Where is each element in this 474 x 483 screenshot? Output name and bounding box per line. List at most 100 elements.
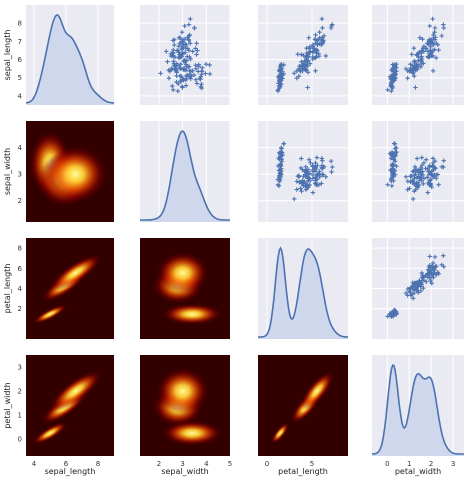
scatter-point-111 [305, 184, 310, 190]
scatter-point-129 [320, 158, 325, 163]
scatter-point-85 [408, 285, 413, 290]
scatter-point-147 [441, 253, 446, 258]
scatter-point-129 [441, 264, 446, 269]
scatter-point-123 [195, 48, 200, 53]
scatter-point-114 [313, 68, 318, 73]
panel-sepal_length-vs-petal_width [372, 5, 464, 105]
scatter-point-14 [389, 183, 395, 189]
scatter-point-75 [408, 61, 413, 67]
scatter-point-90 [414, 175, 419, 180]
scatter-point-46 [389, 88, 394, 94]
scatter-point-27 [196, 64, 201, 69]
scatter-point-93 [300, 167, 305, 172]
scatter-point-149 [312, 164, 318, 170]
scatter-point-43 [278, 167, 283, 173]
scatter-point-147 [330, 22, 335, 27]
kde-fill-petal_length [258, 248, 348, 339]
scatter-point-31 [207, 71, 213, 77]
scatter-point-92 [303, 65, 308, 71]
scatter-point-80 [411, 45, 417, 51]
scatter-point-49 [280, 152, 285, 158]
scatter-point-36 [388, 76, 393, 82]
scatter-point-45 [193, 63, 198, 68]
scatter-point-71 [407, 69, 412, 74]
y-tick-label: 1 [18, 412, 22, 420]
scatter-point-81 [416, 180, 421, 185]
scatter-point-136 [315, 172, 320, 177]
scatter-point-143 [307, 44, 313, 49]
scatter-point-2 [171, 87, 176, 92]
scatter-point-140 [428, 177, 433, 182]
scatter-point-138 [319, 181, 324, 186]
x-tick-label: 5 [310, 460, 314, 468]
scatter-point-42 [277, 173, 282, 178]
scatter-point-87 [295, 52, 301, 57]
scatter-point-113 [425, 49, 430, 54]
scatter-point-71 [298, 186, 303, 191]
panel-petal_length-vs-petal_width [372, 238, 464, 339]
scatter-point-114 [430, 68, 436, 73]
scatter-point-97 [292, 71, 297, 76]
scatter-point-54 [419, 178, 424, 183]
scatter-point-95 [418, 280, 424, 285]
scatter-point-132 [421, 176, 427, 181]
x-tick-label: 0 [265, 460, 269, 468]
scatter-point-93 [413, 167, 419, 172]
scatter-point-111 [429, 281, 434, 286]
scatter-point-73 [178, 66, 183, 72]
scatter-point-44 [393, 172, 398, 177]
scatter-point-89 [417, 35, 423, 40]
scatter-point-137 [425, 41, 430, 46]
scatter-point-98 [301, 183, 306, 188]
scatter-point-53 [405, 286, 410, 292]
scatter-point-104 [328, 158, 334, 164]
scatter-point-143 [180, 44, 186, 49]
scatter-point-145 [425, 54, 431, 60]
kde-curve-petal_width [372, 364, 464, 455]
scatter-point-68 [303, 164, 308, 169]
scatter-point-135 [187, 32, 192, 38]
scatter-point-148 [172, 37, 177, 42]
x-axis-label-sepal_length: sepal_length [45, 467, 96, 476]
scatter-point-147 [186, 22, 192, 27]
scatter-point-104 [432, 25, 438, 31]
scatter-point-104 [432, 254, 438, 260]
scatter-point-8 [193, 77, 199, 82]
y-tick-label: 8 [18, 20, 22, 28]
scatter-point-42 [390, 173, 395, 178]
x-tick-label: 8 [96, 460, 100, 468]
density-blob-0 [162, 420, 222, 446]
scatter-point-94 [421, 286, 426, 291]
scatter-point-50 [419, 163, 425, 168]
scatter-point-47 [389, 163, 395, 169]
scatter-point-78 [194, 52, 199, 57]
scatter-point-125 [427, 254, 432, 259]
scatter-point-149 [430, 272, 436, 278]
scatter-point-46 [275, 88, 281, 94]
scatter-point-39 [390, 150, 395, 155]
scatter-point-99 [171, 59, 176, 64]
scatter-point-2 [385, 182, 390, 187]
scatter-point-105 [305, 172, 310, 177]
scatter-point-149 [430, 164, 436, 170]
scatter-point-47 [187, 74, 193, 79]
kde-curve-petal_length [258, 246, 348, 338]
scatter-point-145 [313, 180, 319, 185]
scatter-point-129 [192, 25, 197, 31]
scatter-point-145 [172, 54, 178, 60]
scatter-point-74 [306, 157, 312, 162]
scatter-point-95 [418, 54, 424, 60]
scatter-point-72 [412, 188, 417, 194]
scatter-point-146 [423, 273, 428, 279]
x-tick-label: 1 [407, 460, 411, 468]
scatter-point-38 [174, 79, 179, 85]
density-blob-2 [44, 146, 107, 203]
scatter-point-141 [317, 169, 322, 174]
scatter-point-42 [390, 79, 395, 84]
scatter-point-113 [425, 190, 430, 195]
scatter-point-118 [430, 260, 436, 266]
scatter-point-144 [434, 40, 439, 46]
scatter-point-129 [441, 158, 446, 163]
density-blob-2 [300, 371, 334, 411]
